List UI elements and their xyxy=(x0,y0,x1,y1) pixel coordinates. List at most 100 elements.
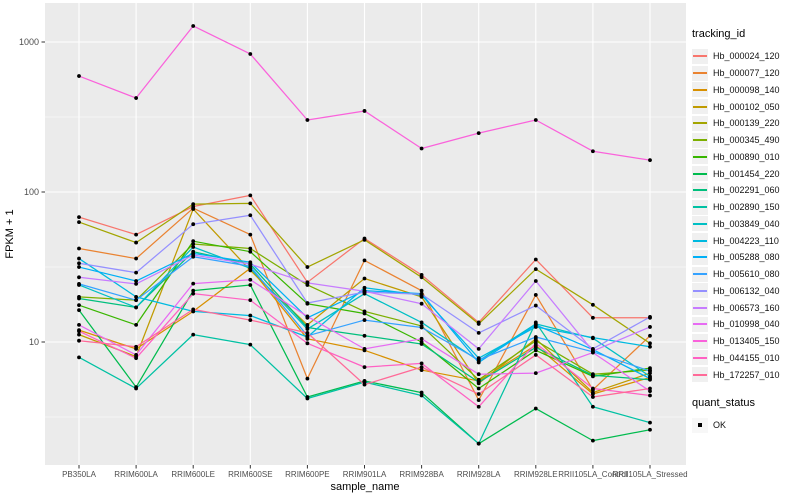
data-point xyxy=(419,368,424,372)
data-point xyxy=(77,296,81,301)
data-point xyxy=(533,118,538,122)
legend-label: Hb_000024_120 xyxy=(713,51,780,62)
data-point xyxy=(77,256,81,261)
legend-key-color-line xyxy=(693,172,707,175)
legend-key-color-line xyxy=(693,289,707,292)
legend-key-line-icon xyxy=(692,199,708,215)
data-point xyxy=(77,215,81,220)
data-point xyxy=(648,420,652,425)
legend-items-tracking-id: Hb_000024_120 Hb_000077_120 Hb_000098_140 H… xyxy=(692,48,798,383)
data-point xyxy=(362,276,367,281)
data-point xyxy=(77,275,81,280)
data-point xyxy=(248,213,253,218)
legend-item-Hb_000102_050: Hb_000102_050 xyxy=(692,98,798,115)
legend-label: Hb_172257_010 xyxy=(713,369,780,380)
data-point xyxy=(362,285,367,290)
data-point xyxy=(191,202,196,207)
black-square-point-icon xyxy=(698,423,702,428)
data-point xyxy=(77,281,81,286)
legend-label: Hb_002291_060 xyxy=(713,185,780,196)
data-point xyxy=(533,348,538,353)
data-point xyxy=(77,246,81,251)
legend-key-point-icon xyxy=(692,417,708,433)
data-point xyxy=(419,393,424,398)
data-point xyxy=(419,320,424,325)
legend-item-Hb_000024_120: Hb_000024_120 xyxy=(692,48,798,65)
data-point xyxy=(305,333,310,338)
data-point xyxy=(533,267,538,272)
data-point xyxy=(191,239,196,244)
y-tick-label: 100 xyxy=(24,187,39,197)
data-point xyxy=(362,311,367,316)
data-point xyxy=(77,74,81,78)
data-point xyxy=(362,289,367,294)
legend-key-color-line xyxy=(693,323,707,326)
x-tick-label: RRIM928LE xyxy=(514,470,558,479)
data-point xyxy=(77,303,81,308)
data-point xyxy=(362,365,367,370)
data-point xyxy=(476,380,481,385)
data-point xyxy=(591,390,595,395)
legend-title-tracking-id: tracking_id xyxy=(692,28,746,40)
legend-item-Hb_000098_140: Hb_000098_140 xyxy=(692,82,798,99)
data-point xyxy=(134,305,139,310)
data-point xyxy=(248,318,253,322)
data-point xyxy=(476,386,481,391)
data-point xyxy=(533,406,538,411)
data-point xyxy=(191,242,196,246)
legend-gap xyxy=(692,383,798,397)
data-point xyxy=(305,376,310,381)
data-point xyxy=(591,350,595,355)
data-point xyxy=(77,338,81,343)
legend-item-Hb_003849_040: Hb_003849_040 xyxy=(692,216,798,233)
data-point xyxy=(476,131,481,135)
data-point xyxy=(648,427,652,432)
legend-label: Hb_005288_080 xyxy=(713,252,780,263)
data-point xyxy=(419,336,424,341)
data-point xyxy=(648,369,652,373)
legend-key-color-line xyxy=(693,139,707,142)
legend-item-Hb_013405_150: Hb_013405_150 xyxy=(692,333,798,350)
data-point xyxy=(134,256,139,261)
data-point xyxy=(248,246,253,251)
legend-key-line-icon xyxy=(692,367,708,383)
data-point xyxy=(362,318,367,322)
legend-item-Hb_002291_060: Hb_002291_060 xyxy=(692,182,798,199)
data-point xyxy=(248,313,253,318)
legend-key-line-icon xyxy=(692,266,708,282)
data-point xyxy=(77,329,81,334)
data-point xyxy=(134,344,139,349)
data-point xyxy=(191,291,196,296)
legend-label: Hb_006573_160 xyxy=(713,302,780,313)
legend-key-color-line xyxy=(693,122,707,125)
legend-key-line-icon xyxy=(692,99,708,115)
data-point xyxy=(591,335,595,340)
legend-key-color-line xyxy=(693,155,707,158)
legend-key-color-line xyxy=(693,105,707,108)
data-point xyxy=(248,283,253,287)
data-point xyxy=(248,52,253,56)
data-point xyxy=(305,341,310,346)
legend-key-line-icon xyxy=(692,149,708,165)
data-point xyxy=(533,323,538,327)
legend-label: Hb_001454_220 xyxy=(713,168,780,179)
data-point xyxy=(648,325,652,329)
legend-label: Hb_000345_490 xyxy=(713,135,780,146)
data-point xyxy=(305,330,310,335)
data-point xyxy=(476,392,481,396)
data-point xyxy=(362,258,367,263)
data-point xyxy=(533,335,538,339)
data-point xyxy=(533,303,538,308)
legend-item-Hb_000890_010: Hb_000890_010 xyxy=(692,149,798,166)
data-point xyxy=(476,360,481,365)
panel-background xyxy=(45,3,686,465)
data-point xyxy=(134,270,139,275)
data-point xyxy=(648,344,652,349)
legend-label: Hb_006132_040 xyxy=(713,285,780,296)
data-point xyxy=(191,253,196,257)
legend-label: OK xyxy=(713,420,727,431)
legend-key-color-line xyxy=(693,88,707,91)
data-point xyxy=(419,288,424,293)
